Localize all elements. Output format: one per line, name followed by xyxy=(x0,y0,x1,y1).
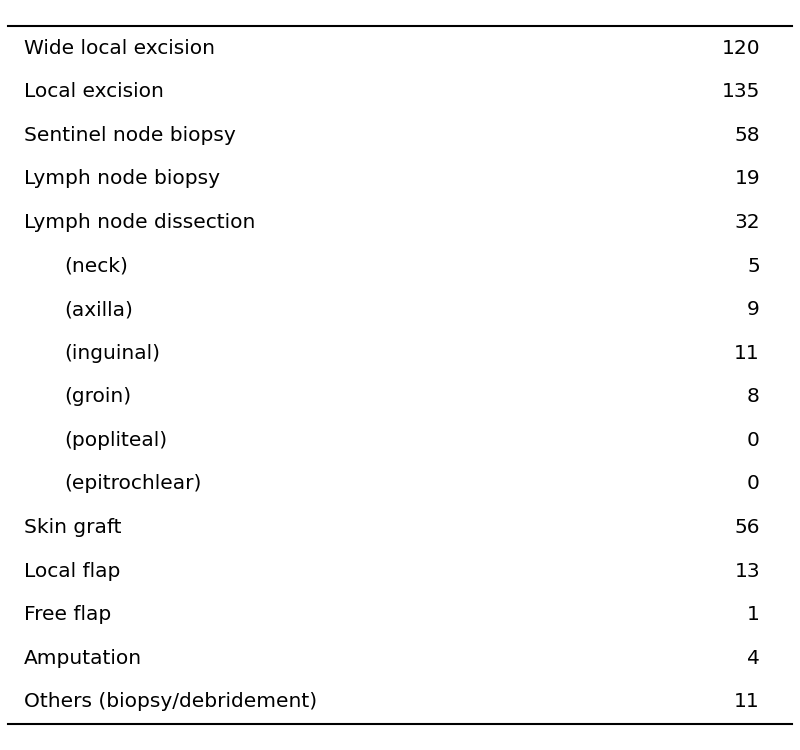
Text: 11: 11 xyxy=(734,692,760,712)
Text: Amputation: Amputation xyxy=(24,649,142,668)
Text: (epitrochlear): (epitrochlear) xyxy=(64,475,202,494)
Text: 32: 32 xyxy=(734,213,760,232)
Text: Sentinel node biopsy: Sentinel node biopsy xyxy=(24,126,236,145)
Text: (neck): (neck) xyxy=(64,256,128,275)
Text: 1: 1 xyxy=(747,605,760,624)
Text: 4: 4 xyxy=(747,649,760,668)
Text: (axilla): (axilla) xyxy=(64,300,133,319)
Text: (inguinal): (inguinal) xyxy=(64,344,160,363)
Text: 9: 9 xyxy=(747,300,760,319)
Text: Skin graft: Skin graft xyxy=(24,518,122,537)
Text: Lymph node biopsy: Lymph node biopsy xyxy=(24,170,220,188)
Text: 0: 0 xyxy=(747,431,760,450)
Text: Free flap: Free flap xyxy=(24,605,111,624)
Text: 120: 120 xyxy=(722,38,760,58)
Text: 19: 19 xyxy=(734,170,760,188)
Text: (groin): (groin) xyxy=(64,387,131,406)
Text: (popliteal): (popliteal) xyxy=(64,431,167,450)
Text: 5: 5 xyxy=(747,256,760,275)
Text: Wide local excision: Wide local excision xyxy=(24,38,215,58)
Text: 135: 135 xyxy=(722,82,760,101)
Text: 0: 0 xyxy=(747,475,760,494)
Text: 8: 8 xyxy=(747,387,760,406)
Text: 56: 56 xyxy=(734,518,760,537)
Text: 11: 11 xyxy=(734,344,760,363)
Text: Local flap: Local flap xyxy=(24,562,120,580)
Text: Others (biopsy/debridement): Others (biopsy/debridement) xyxy=(24,692,317,712)
Text: 58: 58 xyxy=(734,126,760,145)
Text: Lymph node dissection: Lymph node dissection xyxy=(24,213,255,232)
Text: 13: 13 xyxy=(734,562,760,580)
Text: Local excision: Local excision xyxy=(24,82,164,101)
